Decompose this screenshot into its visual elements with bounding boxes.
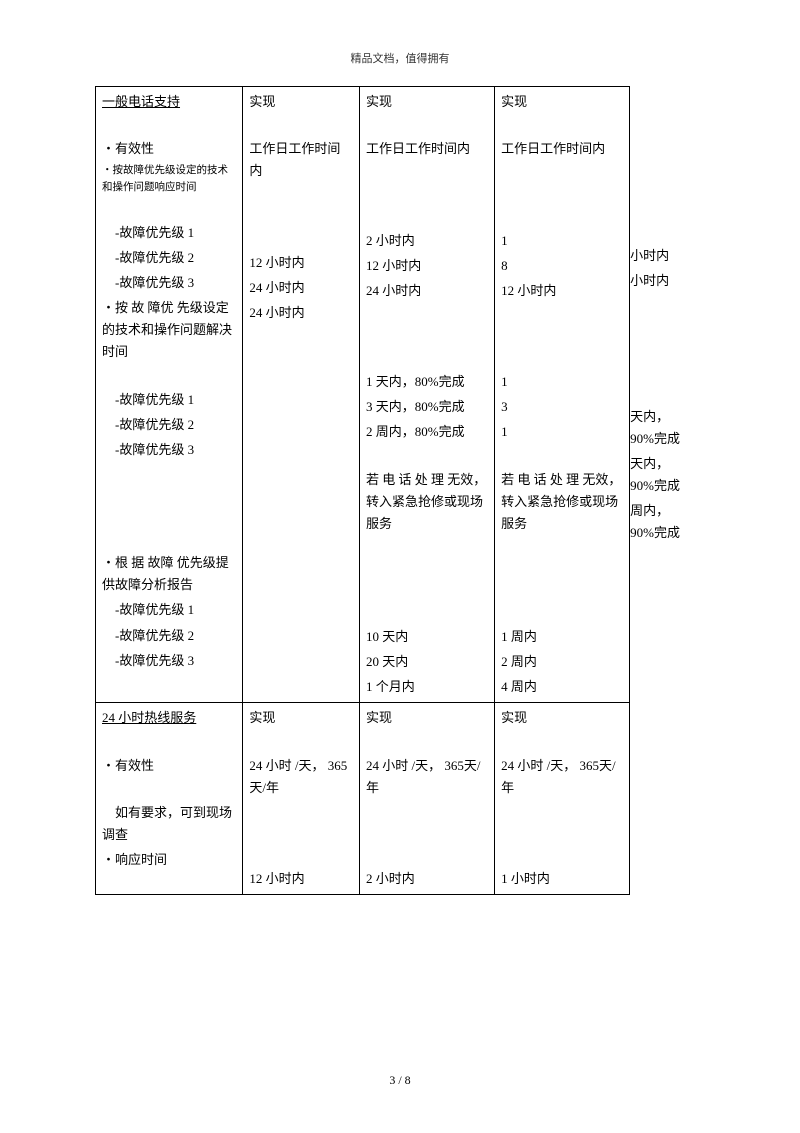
c4-r3: 1 — [501, 421, 623, 443]
c5-r1b: 90%完成 — [630, 428, 703, 450]
c3-t2: 12 小时内 — [366, 255, 488, 277]
c4-a3: 4 周内 — [501, 679, 537, 694]
report-p1: -故障优先级 1 — [102, 599, 236, 621]
resolve-p3: -故障优先级 3 — [102, 439, 236, 461]
c5-t1: 小时内 — [630, 245, 703, 267]
hotline-resp: ・响应时间 — [102, 849, 236, 871]
c4-l2: 工作日工作时间内 — [501, 138, 623, 160]
c4-r1: 1 — [501, 371, 623, 393]
priority-3: -故障优先级 3 — [102, 272, 236, 294]
priority-note: ・按故障优先级设定的技术和操作问题响应时间 — [102, 163, 236, 197]
c3-l2: 工作日工作时间内 — [366, 138, 488, 160]
sec1-col3: 实现 工作日工作时间内 2 小时内 12 小时内 24 小时内 1 天内，80%… — [360, 87, 495, 703]
hotline-eff: ・有效性 — [102, 755, 236, 777]
phone-support-title: 一般电话支持 — [102, 91, 236, 113]
priority-2: -故障优先级 2 — [102, 247, 236, 269]
c5-r2a: 天内， — [630, 456, 669, 471]
c3-r2: 3 天内，80%完成 — [366, 396, 488, 418]
effectiveness-label: ・有效性 — [102, 138, 236, 160]
c4-a2: 2 周内 — [501, 651, 623, 673]
service-table: 一般电话支持 ・有效性 ・按故障优先级设定的技术和操作问题响应时间 -故障优先级… — [95, 86, 710, 895]
s2c4-l1: 实现 — [501, 707, 623, 729]
hotline-note: 如有要求，可到现场调查 — [102, 802, 236, 846]
c5-r2b: 90%完成 — [630, 475, 703, 497]
s2c2-l2: 24 小时 /天， 365天/年 — [249, 755, 353, 799]
c3-l1: 实现 — [366, 91, 488, 113]
s2c4-l2: 24 小时 /天， 365天/年 — [501, 755, 623, 799]
c2-t1: 12 小时内 — [249, 252, 353, 274]
sec1-col2: 实现 工作日工作时间内 12 小时内 24 小时内 24 小时内 — [243, 87, 360, 703]
sec2-col5 — [630, 703, 710, 895]
c2-t3: 24 小时内 — [249, 302, 353, 324]
page-content: 一般电话支持 ・有效性 ・按故障优先级设定的技术和操作问题响应时间 -故障优先级… — [0, 66, 800, 895]
c4-t2: 8 — [501, 255, 623, 277]
c3-t3: 24 小时内 — [366, 280, 488, 302]
c3-a3: 1 个月内 — [366, 679, 415, 694]
report-p2: -故障优先级 2 — [102, 625, 236, 647]
hotline-title: 24 小时热线服务 — [102, 707, 236, 729]
c4-r2: 3 — [501, 396, 623, 418]
c4-l1: 实现 — [501, 91, 623, 113]
c5-r1a: 天内， — [630, 409, 669, 424]
page-number: 3 / 8 — [0, 1073, 800, 1088]
sec2-col2: 实现 24 小时 /天， 365天/年 12 小时内 — [243, 703, 360, 895]
resolve-p1: -故障优先级 1 — [102, 389, 236, 411]
c3-r3: 2 周内，80%完成 — [366, 421, 488, 443]
resolve-label: ・按 故 障优 先级设定的技术和操作问题解决时间 — [102, 297, 236, 363]
c3-t1: 2 小时内 — [366, 230, 488, 252]
c2-t2: 24 小时内 — [249, 277, 353, 299]
sec1-col5: 小时内 小时内 天内， 90%完成 天内， 90%完成 周内， 90%完成 — [630, 87, 710, 703]
s2c3-l2: 24 小时 /天， 365天/年 — [366, 755, 488, 799]
c5-r3a: 周内， — [630, 503, 669, 518]
report-p3: -故障优先级 3 — [102, 650, 236, 672]
c4-t1: 1 — [501, 230, 623, 252]
c3-r1: 1 天内，80%完成 — [366, 371, 488, 393]
c3-a2: 20 天内 — [366, 651, 488, 673]
priority-1: -故障优先级 1 — [102, 222, 236, 244]
s2c2-l1: 实现 — [249, 707, 353, 729]
sec2-col4: 实现 24 小时 /天， 365天/年 1 小时内 — [495, 703, 630, 895]
sec2-col3: 实现 24 小时 /天， 365天/年 2 小时内 — [360, 703, 495, 895]
c4-a1: 1 周内 — [501, 626, 623, 648]
doc-header: 精品文档，值得拥有 — [0, 0, 800, 66]
sec2-col1: 24 小时热线服务 ・有效性 如有要求，可到现场调查 ・响应时间 — [96, 703, 243, 895]
sec1-col4: 实现 工作日工作时间内 1 8 12 小时内 1 3 1 若 电 话 处 理 无… — [495, 87, 630, 703]
s2c3-t1: 2 小时内 — [366, 871, 415, 886]
c3-escalate: 若 电 话 处 理 无效，转入紧急抢修或现场服务 — [366, 469, 488, 535]
c5-r3b: 90%完成 — [630, 522, 703, 544]
sec1-col1: 一般电话支持 ・有效性 ・按故障优先级设定的技术和操作问题响应时间 -故障优先级… — [96, 87, 243, 703]
resolve-p2: -故障优先级 2 — [102, 414, 236, 436]
s2c2-t1: 12 小时内 — [249, 871, 304, 886]
s2c4-t1: 1 小时内 — [501, 871, 550, 886]
c2-l1: 实现 — [249, 91, 353, 113]
c3-a1: 10 天内 — [366, 626, 488, 648]
c4-escalate: 若 电 话 处 理 无效，转入紧急抢修或现场服务 — [501, 469, 623, 535]
c5-t2: 小时内 — [630, 270, 703, 292]
c4-t3: 12 小时内 — [501, 280, 623, 302]
report-label: ・根 据 故障 优先级提供故障分析报告 — [102, 552, 236, 596]
c2-l2: 工作日工作时间内 — [249, 138, 353, 182]
s2c3-l1: 实现 — [366, 707, 488, 729]
